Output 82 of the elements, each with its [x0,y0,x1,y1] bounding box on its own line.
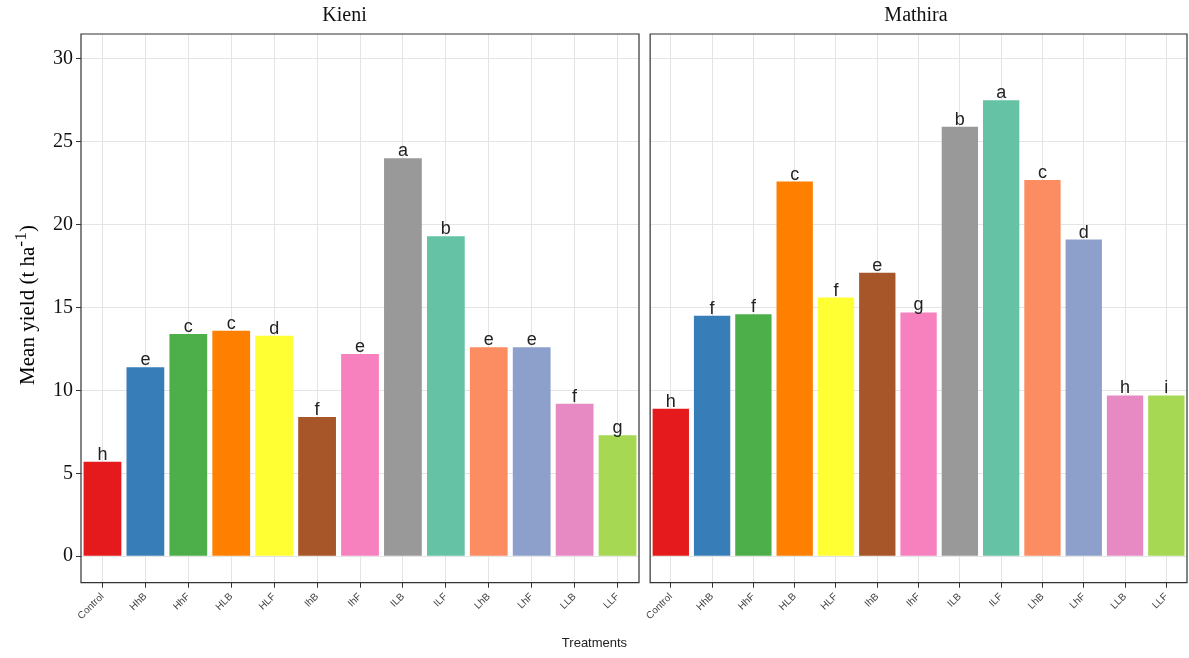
bar [169,334,208,556]
bar [126,367,165,556]
bar [983,100,1020,556]
bar [512,347,551,556]
x-tick-label: LLF [1149,590,1170,611]
annotation: g [913,294,924,315]
bar [1106,395,1144,556]
annotation: e [526,329,537,350]
bar [1065,239,1102,556]
x-tick-label: IhB [862,590,881,609]
x-tick-label: LhF [1067,590,1088,611]
bar [735,314,772,556]
bar [298,416,336,556]
bar [1148,395,1185,556]
annotation: c [1037,161,1047,182]
x-tick-label: HhB [693,590,716,613]
annotation: h [1120,377,1131,398]
x-tick-label: ILB [944,590,964,609]
x-tick-label: HLB [776,590,799,613]
annotation: f [709,297,716,318]
x-tick-label: LLB [557,590,579,611]
chart-title: Kieni [322,3,368,26]
annotation: h [665,390,676,411]
bar [941,126,979,556]
annotation: g [612,417,623,438]
annotation: b [954,108,965,129]
x-tick-label: HLB [213,590,235,613]
bar [426,236,465,556]
x-tick-label: LhB [1025,590,1047,611]
annotation: e [354,335,366,356]
bar [859,272,896,556]
x-axis-title: Treatments [560,635,629,650]
x-tick-label: IhF [345,590,364,609]
annotation: e [140,349,151,370]
x-tick-label: ILB [387,590,407,609]
annotation: c [226,312,236,333]
x-tick-label: LhB [471,590,493,611]
x-tick-label: LLF [600,590,621,611]
bar [83,461,122,556]
bar [652,408,689,556]
y-tick-label: 20 [53,211,73,234]
y-tick-label: 30 [53,46,73,69]
annotation: f [314,398,321,419]
bar [1024,179,1061,556]
annotation: b [440,218,451,239]
annotation: f [833,279,840,300]
x-tick-label: HhB [127,590,149,613]
annotation: e [483,329,494,350]
annotation: a [996,82,1008,103]
annotation: c [183,316,193,337]
y-tick-label: 10 [53,377,73,400]
annotation: a [397,140,409,161]
x-tick-label: IhB [302,590,321,609]
chart-title: Mathira [884,3,948,26]
bar [693,315,731,556]
x-tick-label: LhF [515,590,536,611]
annotation: c [790,163,800,184]
annotation: f [750,296,757,317]
x-tick-label: IhF [903,590,922,609]
annotation: e [872,254,883,275]
bar [469,347,508,556]
y-tick-label: 0 [63,543,73,566]
annotation: d [269,317,280,338]
bar [212,330,251,556]
bar [384,158,422,556]
bar [598,435,637,556]
bar [776,181,813,556]
x-tick-label: LLB [1108,590,1129,611]
x-tick-label: ILF [986,590,1005,609]
y-tick-label: 15 [53,294,73,317]
annotation: d [1078,221,1089,242]
bar [255,335,294,556]
bar [900,312,937,556]
bar [555,403,594,556]
bar [341,353,379,556]
y-tick-label: 25 [53,129,73,151]
annotation: i [1164,377,1169,398]
x-tick-label: ILF [431,590,450,609]
annotation: h [97,443,108,464]
bar [817,297,855,556]
annotation: f [572,385,579,406]
y-tick-label: 5 [63,460,73,483]
